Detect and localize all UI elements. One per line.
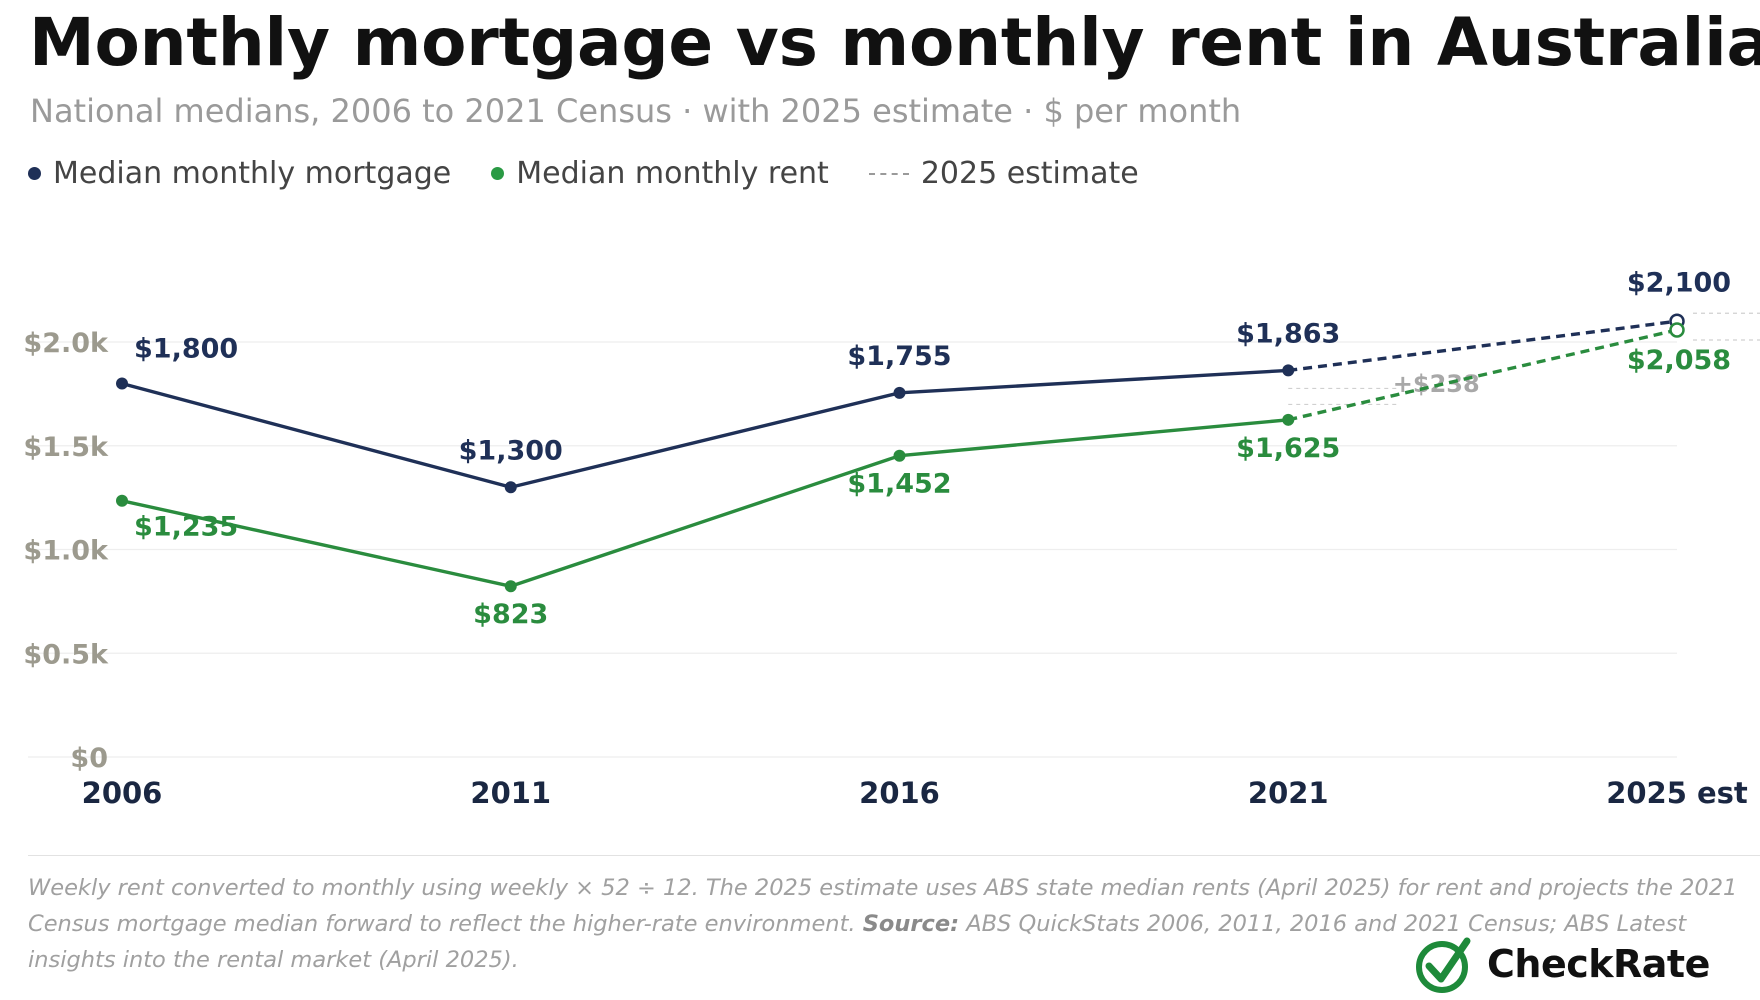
rent-dot-icon [491,167,505,180]
rent-line [121,418,1289,588]
y-tick-label: $1.5k [23,432,109,463]
source-label: Source: [862,911,960,937]
x-tick-label: 2016 [859,776,940,810]
rent-data-label: $1,625 [1236,433,1340,464]
rent-data-label: $2,058 [1627,345,1731,376]
x-tick-label: 2006 [82,776,163,810]
rent-data-label: $823 [473,599,548,630]
footnote-text: Weekly rent converted to monthly using w… [28,875,1738,937]
y-tick-label: $0 [70,743,108,774]
legend-label-mortgage: Median monthly mortgage [53,156,452,191]
mortgage-estimate-line [1288,319,1678,373]
mortgage-point [1282,364,1295,377]
mortgage-data-label: $1,863 [1236,318,1340,349]
rent-point [116,494,128,507]
source-text: ABS QuickStats 2006, 2011, 2016 and 2021… [28,911,1687,973]
chart-footnote: Weekly rent converted to monthly using w… [28,870,1758,978]
y-tick-label: $1.0k [23,536,109,567]
mortgage-data-label: $1,755 [847,341,951,372]
footer-divider [28,855,1760,856]
rent-point [1282,413,1295,426]
mortgage-data-label: $1,800 [134,334,238,365]
rent-estimate-point [1669,322,1685,338]
chart-legend: Median monthly mortgage Median monthly r… [28,156,1179,191]
x-tick-label: 2025 est [1606,776,1748,810]
legend-label-rent: Median monthly rent [516,156,829,191]
rent-point [893,449,906,462]
x-tick-label: 2021 [1248,776,1329,810]
mortgage-point [893,386,906,399]
legend-label-estimate: 2025 estimate [920,156,1139,191]
y-tick-label: $2.0k [23,328,109,359]
x-tick-label: 2011 [470,776,551,810]
legend-item-mortgage: Median monthly mortgage [28,156,451,191]
y-tick-label: $0.5k [23,639,109,670]
legend-item-estimate: 2025 estimate [868,156,1139,191]
dashed-line-icon [868,172,909,175]
rent-point [504,580,517,593]
rent-data-label: $1,452 [847,469,951,500]
mortgage-data-label: $2,100 [1627,267,1731,298]
mortgage-point [116,377,128,390]
page-title: Monthly mortgage vs monthly rent in Aust… [29,4,1760,81]
legend-item-rent: Median monthly rent [491,156,829,191]
mortgage-dot-icon [28,167,41,180]
rent-data-label: $1,235 [134,512,238,543]
brand-logo: CheckRate [1415,935,1710,993]
checkmark-circle-icon [1416,937,1471,993]
brand-name: CheckRate [1487,942,1710,986]
mortgage-point [504,481,517,494]
mortgage-data-label: $1,300 [459,435,563,466]
page-subtitle: National medians, 2006 to 2021 Census · … [30,92,1242,130]
mortgage-line [121,368,1289,489]
line-chart: $0 $0.5k $1.0k $1.5k $2.0k 2006 2011 2016 2021 20… [23,267,1760,810]
rent-estimate-line [1287,328,1678,422]
